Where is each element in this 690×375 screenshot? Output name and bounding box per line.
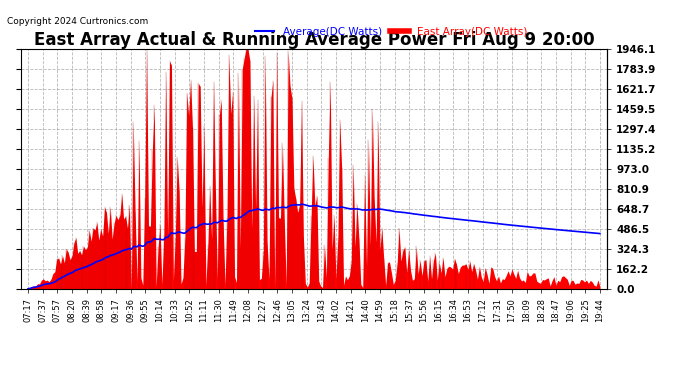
Text: Copyright 2024 Curtronics.com: Copyright 2024 Curtronics.com <box>7 17 148 26</box>
Title: East Array Actual & Running Average Power Fri Aug 9 20:00: East Array Actual & Running Average Powe… <box>34 31 594 49</box>
Legend: Average(DC Watts), East Array(DC Watts): Average(DC Watts), East Array(DC Watts) <box>251 23 531 41</box>
